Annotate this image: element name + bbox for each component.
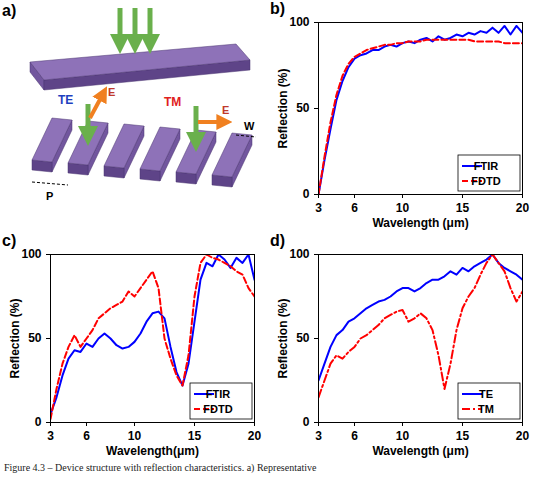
svg-text:FDTD: FDTD <box>203 403 232 415</box>
svg-text:Reflection (%): Reflection (%) <box>276 298 290 378</box>
svg-text:P: P <box>46 190 53 202</box>
svg-text:Wavelength (μm): Wavelength (μm) <box>372 444 468 458</box>
svg-text:0: 0 <box>303 415 310 429</box>
svg-text:TM: TM <box>164 95 181 109</box>
svg-text:TE: TE <box>479 388 493 400</box>
svg-text:15: 15 <box>456 429 470 443</box>
svg-text:3: 3 <box>315 201 322 215</box>
svg-text:0: 0 <box>303 187 310 201</box>
svg-text:6: 6 <box>351 429 358 443</box>
svg-text:50: 50 <box>296 101 310 115</box>
svg-text:3: 3 <box>315 429 322 443</box>
svg-text:15: 15 <box>456 201 470 215</box>
svg-text:10: 10 <box>128 429 142 443</box>
svg-text:E: E <box>108 86 115 98</box>
html-text:b): b) <box>270 0 286 17</box>
svg-text:6: 6 <box>83 429 90 443</box>
svg-text:20: 20 <box>516 429 530 443</box>
svg-text:FDTD: FDTD <box>471 175 500 187</box>
svg-text:FTIR: FTIR <box>474 160 498 172</box>
svg-text:100: 100 <box>21 247 41 261</box>
svg-text:TE: TE <box>58 93 73 107</box>
svg-text:Wavelength (μm): Wavelength (μm) <box>372 216 468 230</box>
svg-text:0: 0 <box>35 415 42 429</box>
svg-text:100: 100 <box>289 247 309 261</box>
svg-text:10: 10 <box>396 429 410 443</box>
svg-text:a): a) <box>2 2 16 19</box>
html-text:Figure 4.3 – Device structure: Figure 4.3 – Device structure with refle… <box>4 462 317 473</box>
svg-text:W: W <box>244 120 255 132</box>
svg-text:10: 10 <box>396 201 410 215</box>
svg-text:50: 50 <box>28 331 42 345</box>
svg-text:20: 20 <box>248 429 262 443</box>
svg-text:100: 100 <box>289 15 309 29</box>
html-text:d): d) <box>270 232 286 249</box>
svg-text:Wavelength(μm): Wavelength(μm) <box>106 444 199 458</box>
svg-text:E: E <box>222 104 229 116</box>
html-text:c): c) <box>2 232 17 249</box>
svg-text:20: 20 <box>516 201 530 215</box>
svg-text:6: 6 <box>351 201 358 215</box>
svg-text:Reflection (%): Reflection (%) <box>8 298 22 378</box>
svg-text:50: 50 <box>296 331 310 345</box>
svg-text:FTIR: FTIR <box>206 388 230 400</box>
svg-text:15: 15 <box>188 429 202 443</box>
svg-text:TM: TM <box>478 403 494 415</box>
svg-text:3: 3 <box>47 429 54 443</box>
svg-text:Reflection (%): Reflection (%) <box>276 68 290 148</box>
